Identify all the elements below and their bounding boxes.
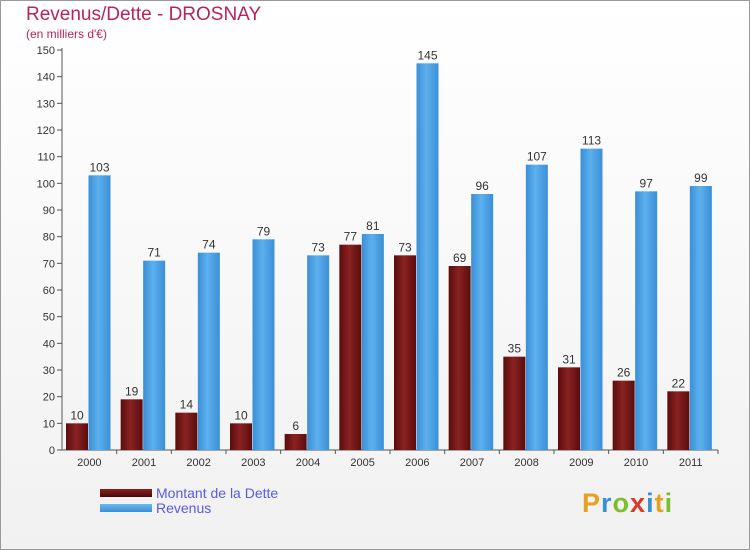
chart-bars [66, 63, 712, 451]
x-tick-label: 2001 [132, 457, 156, 469]
bar-revenue-2006 [416, 63, 439, 450]
bar-revenue-2008 [525, 164, 548, 450]
y-tick-label: 10 [43, 418, 55, 430]
y-tick-label: 80 [43, 232, 55, 244]
x-tick-label: 2006 [405, 457, 429, 469]
x-tick-label: 2002 [186, 457, 210, 469]
bar-revenue-2009 [580, 148, 603, 450]
data-label-revenue: 145 [417, 48, 437, 62]
chart-title: Revenus/Dette - DROSNAY [26, 4, 262, 25]
bar-revenue-2001 [143, 260, 166, 450]
logo-letter: t [654, 488, 665, 518]
y-tick-label: 150 [37, 45, 55, 57]
x-tick-label: 2011 [679, 457, 703, 469]
data-label-revenue: 113 [582, 134, 601, 148]
x-tick-label: 2010 [624, 457, 648, 469]
bar-revenue-2005 [361, 234, 384, 450]
bar-revenue-2003 [252, 239, 275, 450]
data-label-debt: 69 [453, 251, 467, 265]
chart-axes: 0 10 20 30 40 50 60 70 80 90 100 110 120 130 140 150 200… [37, 45, 719, 469]
data-label-debt: 19 [125, 384, 139, 398]
data-label-revenue: 74 [202, 238, 216, 252]
legend-label-debt: Montant de la Dette [156, 485, 279, 501]
bar-revenue-2002 [197, 252, 220, 450]
data-label-debt: 10 [70, 408, 84, 422]
chart-subtitle: (en milliers d'€) [26, 27, 107, 41]
bar-revenue-2007 [471, 194, 494, 450]
legend-swatch-revenue [100, 504, 152, 512]
logo-letter: o [612, 488, 631, 518]
data-label-revenue: 97 [639, 176, 653, 190]
y-tick-label: 90 [43, 205, 55, 217]
data-label-debt: 26 [617, 366, 631, 380]
bar-debt-2009 [558, 367, 580, 450]
x-tick-label: 2007 [460, 457, 484, 469]
bar-debt-2010 [612, 380, 635, 450]
data-label-revenue: 73 [311, 240, 325, 254]
bar-debt-2007 [448, 266, 471, 450]
chart-data-labels: 10 103 19 71 14 74 10 79 6 73 77 81 73 145 69 96 35 107 31… [70, 48, 708, 433]
y-tick-label: 70 [43, 258, 55, 270]
data-label-revenue: 71 [147, 246, 161, 260]
x-tick-label: 2000 [77, 457, 101, 469]
proxiti-logo: Proxiti [582, 488, 673, 519]
bar-debt-2006 [394, 255, 416, 450]
data-label-revenue: 103 [89, 160, 109, 174]
data-label-revenue: 99 [694, 171, 708, 185]
y-tick-label: 140 [37, 72, 55, 84]
logo-letter: P [582, 488, 602, 518]
y-tick-label: 120 [37, 125, 55, 137]
legend-swatch-debt [100, 489, 152, 497]
bar-revenue-2004 [307, 255, 330, 450]
data-label-revenue: 81 [366, 219, 380, 233]
data-label-revenue: 96 [475, 179, 489, 193]
data-label-debt: 22 [672, 376, 686, 390]
y-tick-label: 60 [43, 285, 55, 297]
data-label-debt: 14 [180, 398, 194, 412]
bar-revenue-2000 [88, 175, 111, 451]
y-tick-label: 30 [43, 365, 55, 377]
bar-debt-2001 [120, 399, 143, 450]
logo-letter: i [646, 488, 655, 518]
x-tick-label: 2004 [296, 457, 320, 469]
legend-item-revenue: Revenus [100, 500, 212, 516]
y-tick-label: 50 [43, 312, 55, 324]
x-tick-label: 2003 [241, 457, 265, 469]
bar-revenue-2011 [689, 186, 712, 450]
bar-debt-2004 [284, 434, 307, 450]
bar-debt-2008 [503, 356, 526, 450]
x-tick-label: 2008 [514, 457, 538, 469]
x-tick-label: 2005 [350, 457, 374, 469]
data-label-debt: 77 [344, 230, 358, 244]
x-tick-label: 2009 [569, 457, 593, 469]
data-label-debt: 31 [562, 352, 576, 366]
data-label-debt: 73 [398, 240, 412, 254]
y-tick-label: 110 [37, 152, 55, 164]
y-tick-label: 100 [37, 178, 55, 190]
y-tick-label: 0 [49, 445, 55, 457]
data-label-debt: 35 [508, 342, 522, 356]
bar-debt-2000 [66, 423, 88, 450]
y-tick-label: 40 [43, 338, 55, 350]
data-label-debt: 6 [292, 419, 299, 433]
logo-letter: i [664, 488, 674, 518]
bar-debt-2003 [230, 423, 252, 450]
bar-debt-2005 [339, 244, 362, 450]
bar-debt-2011 [667, 391, 690, 450]
bar-debt-2002 [175, 412, 198, 450]
bar-revenue-2010 [635, 191, 658, 451]
logo-letter: r [601, 488, 613, 518]
data-label-revenue: 79 [257, 224, 271, 238]
y-tick-label: 20 [43, 392, 55, 404]
legend-label-revenue: Revenus [156, 500, 212, 516]
y-tick-label: 130 [37, 98, 55, 110]
logo-letter: x [630, 488, 647, 518]
legend-item-debt: Montant de la Dette [100, 485, 279, 501]
data-label-debt: 10 [234, 408, 248, 422]
data-label-revenue: 107 [527, 150, 547, 164]
